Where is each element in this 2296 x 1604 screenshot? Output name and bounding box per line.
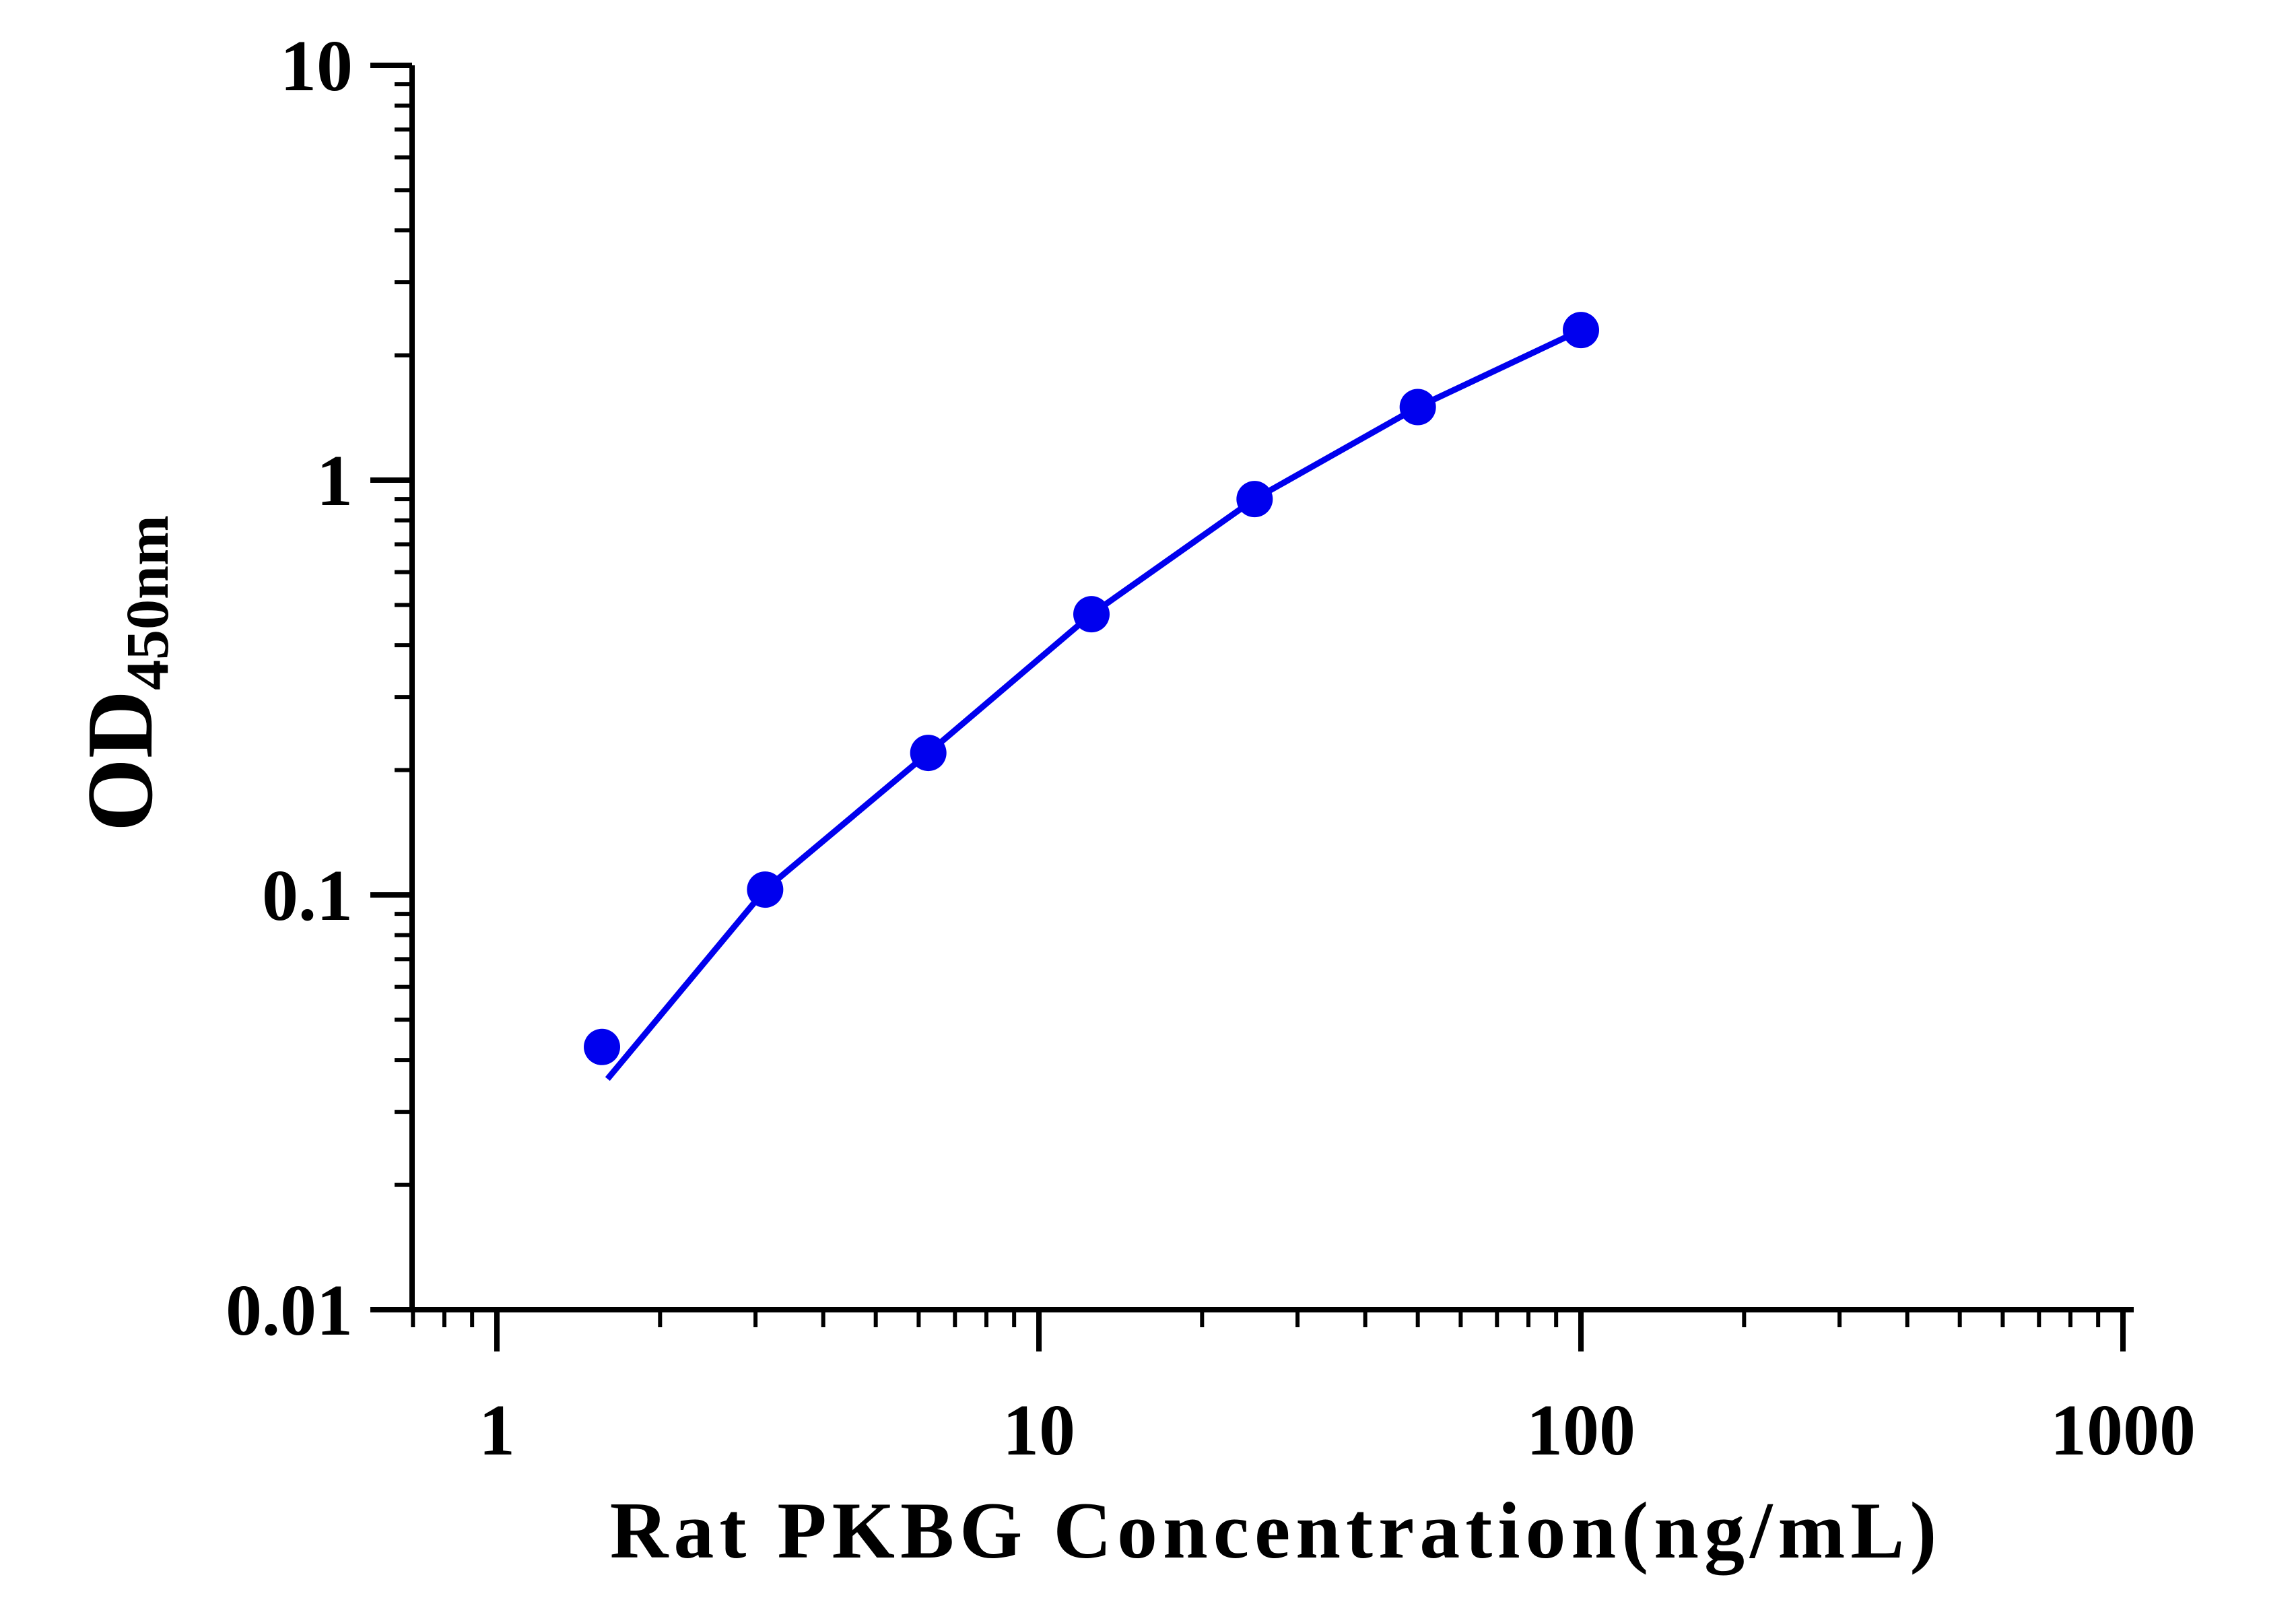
y-tick-label: 1 [316, 441, 353, 521]
y-axis-title: OD450nm [68, 515, 181, 832]
data-point [1563, 312, 1599, 349]
y-tick-label: 0.1 [262, 856, 353, 936]
data-point [1073, 596, 1110, 633]
y-axis-title-subscript: 450nm [114, 515, 181, 690]
data-point [910, 735, 947, 772]
y-tick-label: 10 [280, 26, 353, 106]
x-tick-label: 1 [479, 1391, 515, 1471]
x-tick-label: 1000 [2050, 1391, 2196, 1471]
fit-curve-line [605, 327, 1582, 1081]
y-tick-labels: 0.01 0.1 1 10 [226, 26, 353, 1351]
x-axis-title: Rat PKBG Concentration(ng/mL) [610, 1485, 1943, 1576]
data-point [1399, 389, 1436, 426]
x-tick-label: 100 [1526, 1391, 1635, 1471]
y-tick-label: 0.01 [226, 1271, 353, 1351]
data-point [1236, 481, 1273, 518]
series-layer [584, 312, 1599, 1081]
x-tick-labels: 1 10 100 1000 [479, 1391, 2196, 1471]
data-point [747, 871, 784, 908]
y-axis [370, 63, 415, 1312]
x-axis [409, 1307, 2134, 1351]
y-axis-title-main: OD [68, 690, 172, 832]
data-point [584, 1028, 621, 1065]
x-tick-label: 10 [1003, 1391, 1075, 1471]
